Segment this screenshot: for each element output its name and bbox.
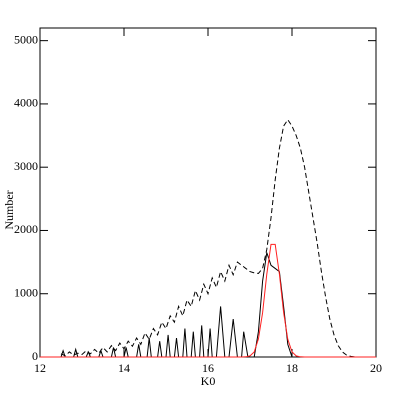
plot-frame <box>39 27 377 358</box>
data-line <box>40 243 376 358</box>
y-tick-label: 2000 <box>14 222 38 236</box>
x-tick-label: 12 <box>34 361 46 375</box>
y-tick-label: 4000 <box>14 96 38 110</box>
x-tick-label: 20 <box>370 361 382 375</box>
data-line <box>60 118 376 358</box>
x-tick-label: 18 <box>286 361 298 375</box>
x-axis-label: K0 <box>201 374 216 388</box>
y-axis-label: Number <box>2 190 16 229</box>
y-tick-label: 3000 <box>14 159 38 173</box>
y-tick-label: 0 <box>32 349 38 363</box>
data-line <box>60 252 301 358</box>
y-tick-label: 1000 <box>14 285 38 299</box>
y-tick-label: 5000 <box>14 32 38 46</box>
x-tick-label: 16 <box>202 361 214 375</box>
x-tick-label: 14 <box>118 361 130 375</box>
